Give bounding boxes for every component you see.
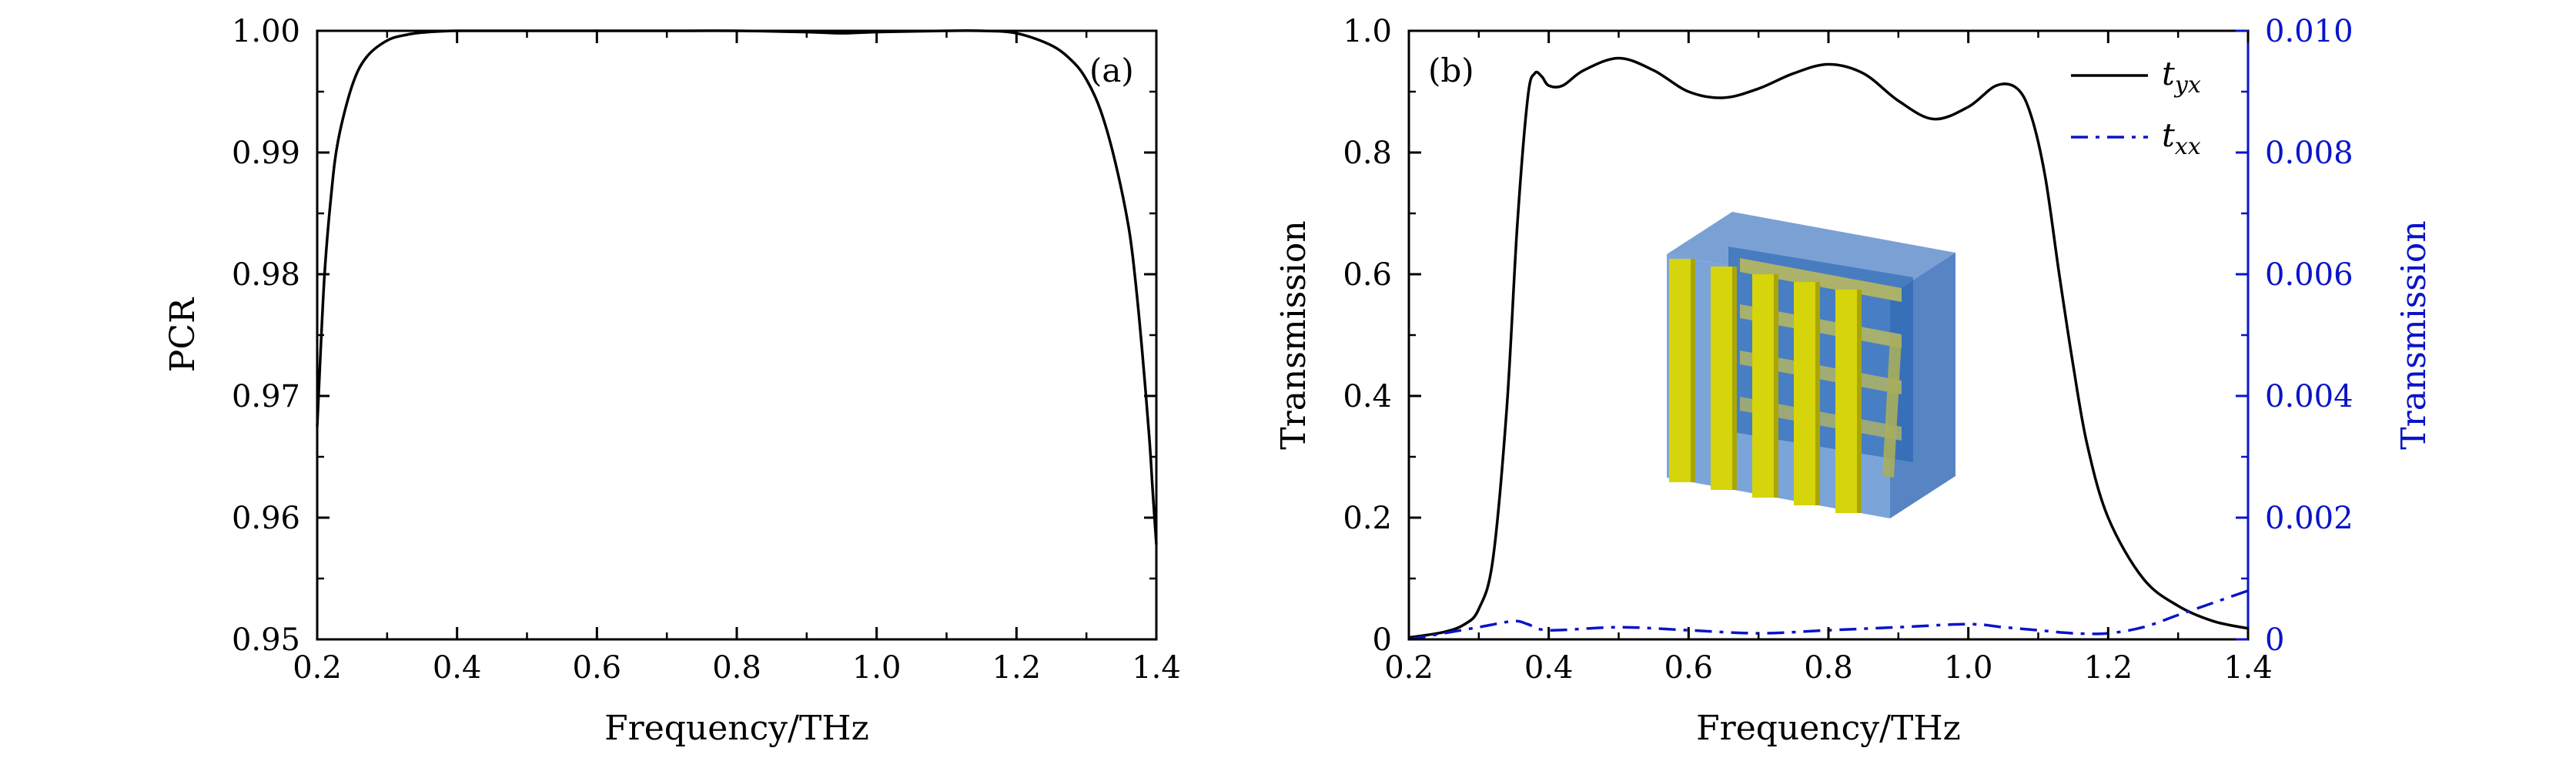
inset-metasurface-illustration — [1667, 212, 1955, 518]
panel-b-xlabel: Frequency/THz — [1696, 709, 1961, 748]
y-tick-label: 0.98 — [232, 257, 300, 293]
panel-a: 0.2 0.4 0.6 0.8 1.0 1.2 1.4 0.950.960.970.980.… — [163, 14, 1181, 748]
y-right-tick-label: 0.004 — [2265, 379, 2354, 414]
x-tick-label: 1.4 — [2223, 650, 2273, 686]
legend-label-tyx: tyx — [2162, 55, 2201, 99]
panel-a-xlabel: Frequency/THz — [604, 709, 869, 748]
x-tick-label: 0.2 — [1384, 650, 1434, 686]
y-right-tick-label: 0.008 — [2265, 136, 2354, 171]
series-line-txx — [1408, 589, 2249, 641]
x-tick-label: 1.2 — [992, 650, 1042, 686]
x-tick-label: 0.6 — [573, 650, 622, 686]
x-tick-label: 1.2 — [2084, 650, 2133, 686]
panel-a-yticks: 0.95 0.96 0.97 0.98 0.99 1.00 — [232, 14, 1156, 658]
panel-a-frame — [316, 29, 1158, 641]
x-tick-label: 1.0 — [852, 650, 902, 686]
legend-label-txx: txx — [2162, 116, 2201, 160]
y-tick-label: 0.2 — [1343, 501, 1392, 536]
panel-b-xticks: 0.2 0.4 0.6 0.8 1.0 1.2 1.4 — [1384, 31, 2273, 686]
y-tick-label: 0 — [1373, 622, 1392, 658]
x-tick-label: 0.2 — [293, 650, 342, 686]
series-line-tyx — [1408, 56, 2249, 639]
y-tick-label: 0.96 — [232, 501, 300, 536]
x-tick-label: 1.0 — [1944, 650, 1993, 686]
x-tick-label: 0.8 — [1804, 650, 1853, 686]
y-right-tick-label: 0.006 — [2265, 257, 2354, 293]
y-tick-label: 0.6 — [1343, 257, 1392, 293]
panel-b: 0.2 0.4 0.6 0.8 1.0 1.2 1.4 00.20.40.60.81.0 0… — [1274, 14, 2434, 748]
panel-b-ylabel-right: Transmission — [2394, 220, 2434, 449]
panel-a-xticks: 0.2 0.4 0.6 0.8 1.0 1.2 1.4 — [293, 31, 1181, 686]
y-right-tick-label: 0.002 — [2265, 501, 2354, 536]
panel-b-yticks-right: 0 0.002 0.004 0.006 0.008 0.010 — [2236, 14, 2354, 658]
x-tick-label: 0.4 — [1524, 650, 1574, 686]
x-tick-label: 0.4 — [433, 650, 482, 686]
y-tick-label: 1.00 — [232, 14, 300, 49]
y-tick-label: 0.8 — [1343, 136, 1392, 171]
y-tick-label: 0.4 — [1343, 379, 1392, 414]
y-right-tick-label: 0.010 — [2265, 14, 2354, 49]
y-tick-label: 0.97 — [232, 379, 300, 414]
panel-a-ylabel: PCR — [163, 297, 202, 372]
panel-b-label: (b) — [1428, 52, 1474, 89]
x-tick-label: 0.6 — [1664, 650, 1714, 686]
panel-b-ylabel: Transmission — [1274, 220, 1313, 449]
series-line — [316, 29, 1158, 545]
y-right-tick-label: 0 — [2265, 622, 2284, 658]
y-tick-label: 0.95 — [232, 622, 300, 658]
panel-b-yticks: 0 0.2 0.4 0.6 0.8 1.0 — [1343, 14, 1421, 658]
panel-a-label: (a) — [1089, 52, 1134, 89]
x-tick-label: 0.8 — [712, 650, 761, 686]
panel-a-plot — [316, 29, 1158, 545]
x-tick-label: 1.4 — [1132, 650, 1181, 686]
panel-b-legend: tyx txx — [2071, 55, 2201, 160]
y-tick-label: 1.0 — [1343, 14, 1392, 49]
y-tick-label: 0.99 — [232, 136, 300, 171]
panel-b-plot — [1408, 56, 2249, 641]
